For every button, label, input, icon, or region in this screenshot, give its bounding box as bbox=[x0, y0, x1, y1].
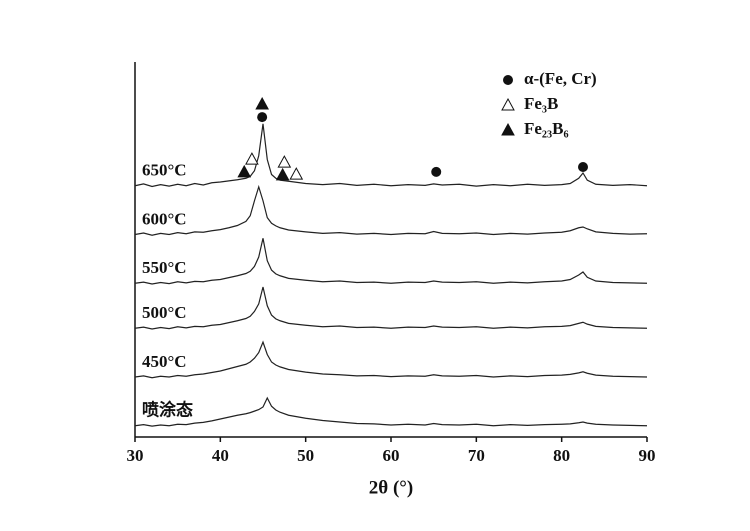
legend-label: Fe₂₃B₆ bbox=[524, 119, 569, 138]
x-tick-label: 60 bbox=[383, 446, 400, 465]
x-axis-label: 2θ (°) bbox=[369, 477, 413, 498]
legend-symbol bbox=[503, 75, 513, 85]
series-label: 500°C bbox=[142, 303, 187, 322]
x-tick-label: 50 bbox=[297, 446, 314, 465]
pattern-line bbox=[134, 238, 648, 285]
phase-marker bbox=[245, 152, 259, 165]
x-tick-label: 30 bbox=[127, 446, 144, 465]
x-tick-label: 80 bbox=[553, 446, 570, 465]
pattern-line bbox=[134, 123, 648, 188]
pattern-line bbox=[134, 396, 648, 427]
series-label: 喷涂态 bbox=[142, 400, 193, 420]
phase-marker bbox=[277, 155, 292, 168]
phase-marker bbox=[289, 167, 304, 180]
legend-label: Fe₃B bbox=[524, 94, 558, 113]
legend-label: α-(Fe, Cr) bbox=[524, 69, 597, 88]
series-label: 450°C bbox=[142, 352, 187, 371]
series-label: 650°C bbox=[142, 161, 187, 180]
phase-marker bbox=[275, 167, 290, 181]
x-tick-label: 40 bbox=[212, 446, 229, 465]
phase-marker bbox=[431, 166, 442, 177]
series-label: 600°C bbox=[142, 209, 187, 228]
pattern-line bbox=[134, 184, 648, 236]
phase-marker bbox=[237, 164, 252, 178]
pattern-line bbox=[134, 286, 648, 330]
pattern-line bbox=[134, 340, 648, 379]
phase-marker bbox=[257, 112, 268, 123]
x-tick-label: 70 bbox=[468, 446, 485, 465]
phase-marker bbox=[255, 96, 269, 110]
phase-marker bbox=[578, 162, 588, 172]
series-label: 550°C bbox=[142, 258, 187, 277]
legend-symbol bbox=[501, 122, 515, 136]
legend-symbol bbox=[501, 97, 515, 111]
x-tick-label: 90 bbox=[639, 446, 656, 465]
